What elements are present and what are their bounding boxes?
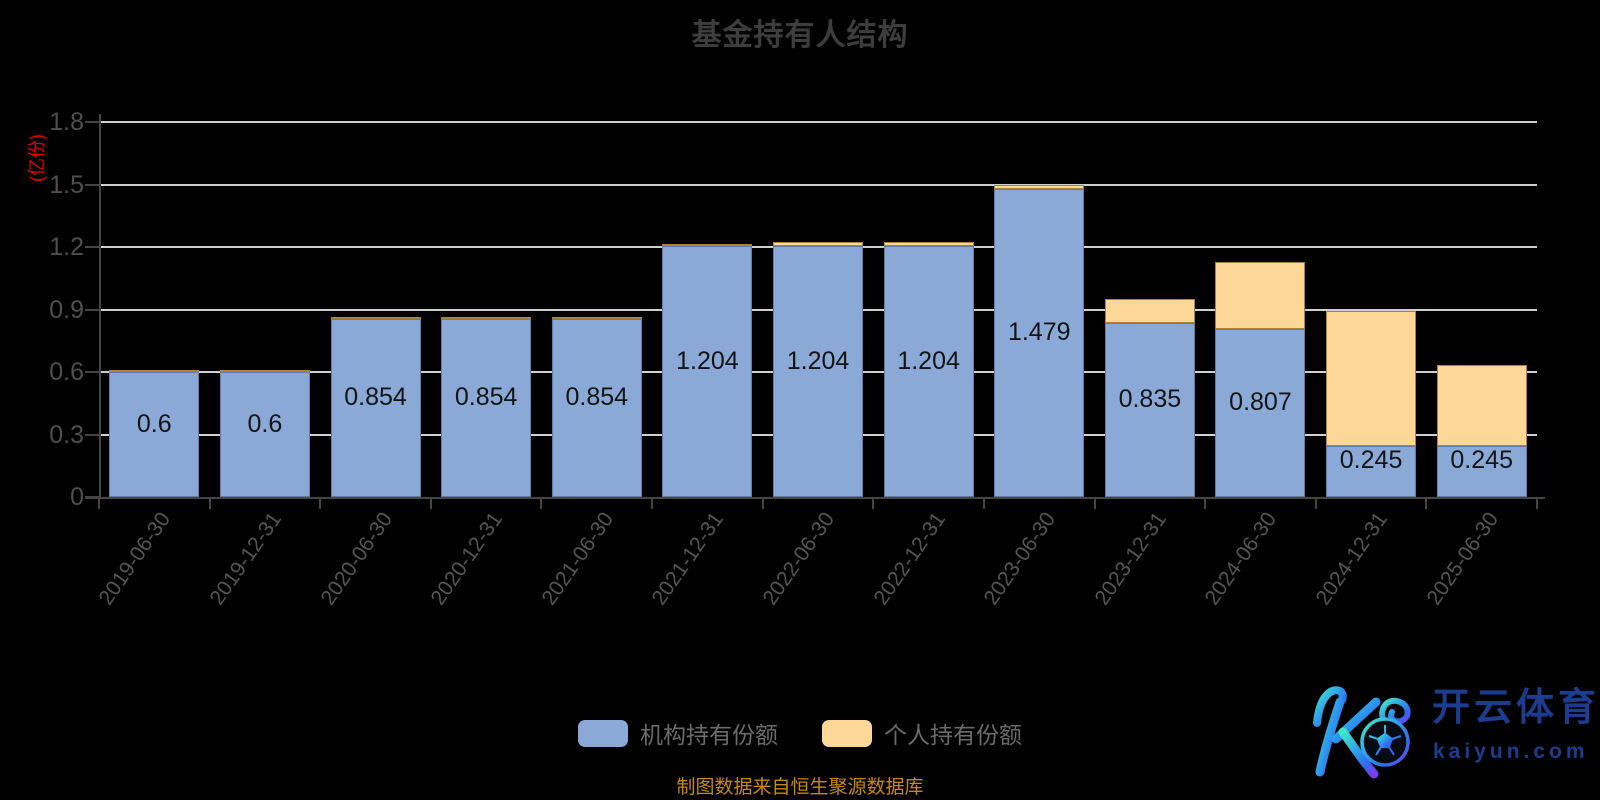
bar-value-label: 0.6 [136,409,172,438]
x-tick[interactable] [1425,497,1428,509]
bar-institutional-segment[interactable] [1326,445,1417,497]
bar-institutional-segment[interactable] [551,319,642,497]
watermark-cn-text: 开云体育 [1432,687,1598,729]
x-tick[interactable] [651,497,654,509]
bar-institutional-segment[interactable] [1215,328,1306,497]
bar-individual-segment[interactable] [330,317,421,320]
y-tick-label: 0 [70,483,84,511]
gridline [99,121,1537,123]
bar-individual-segment[interactable] [994,184,1085,189]
bar-individual-segment[interactable] [773,242,863,247]
bar-value-label: 1.204 [786,346,850,375]
y-tick [85,183,99,186]
x-tick[interactable] [208,497,211,509]
x-tick[interactable] [1093,497,1096,509]
bar-individual-segment[interactable] [1104,299,1195,324]
legend-swatch [822,719,872,747]
y-tick-label: 1.5 [49,170,84,199]
y-tick [85,371,99,373]
y-tick-label: 1.8 [49,108,84,136]
bar-institutional-segment[interactable] [330,319,421,497]
bar-individual-segment[interactable] [551,317,642,320]
kaiyun-logo-icon: 开云体育 kaiyun.com [1313,686,1598,779]
bar-individual-segment[interactable] [1326,310,1417,446]
bar-institutional-segment[interactable] [662,246,753,497]
bar-value-label: 0.854 [454,383,518,412]
bar-value-label: 1.204 [676,346,739,375]
y-tick-label: 0.9 [49,295,84,324]
legend-label: 个人持有份额 [884,722,1022,748]
x-tick[interactable] [872,497,875,509]
bar-value-label: 0.854 [565,383,629,412]
gridline [99,183,1537,186]
x-tick[interactable] [429,497,432,509]
y-tick-label: 0.3 [49,420,84,449]
y-tick [85,496,99,498]
x-tick[interactable] [1314,497,1317,509]
y-tick [85,433,99,436]
x-tick[interactable] [540,497,543,509]
chart-title: 基金持有人结构 [691,19,909,52]
watermark-en-text: kaiyun.com [1433,740,1589,763]
y-tick-label: 0.6 [49,358,84,386]
bar-value-label: 0.854 [344,383,407,412]
bar-institutional-segment[interactable] [1104,323,1195,497]
bar-institutional-segment[interactable] [883,246,974,497]
y-tick-label: 1.2 [49,233,84,261]
bar-institutional-segment[interactable] [773,246,863,497]
x-tick[interactable] [319,497,322,509]
bar-institutional-segment[interactable] [219,372,310,497]
bar-value-label: 0.245 [1450,446,1513,475]
bar-value-label: 0.807 [1229,387,1292,416]
legend-item-individual[interactable]: 个人持有份额 [822,716,1022,750]
x-tick[interactable] [1204,497,1207,509]
bar-individual-segment[interactable] [219,370,310,372]
legend-label: 机构持有份额 [640,722,778,748]
bar-individual-segment[interactable] [441,317,532,320]
kaiyun-watermark[interactable]: 开云体育 kaiyun.com [1296,668,1598,786]
x-tick[interactable] [761,497,764,509]
y-axis-line [99,114,101,499]
bar-value-label: 0.6 [247,409,283,438]
bar-individual-segment[interactable] [883,242,974,247]
x-tick[interactable] [1536,497,1538,509]
bar-individual-segment[interactable] [1215,262,1306,329]
bar-individual-segment[interactable] [662,244,753,247]
source-note: 制图数据来自恒生聚源数据库 [676,777,924,798]
x-tick[interactable] [98,497,100,509]
bar-institutional-segment[interactable] [994,188,1085,497]
bar-value-label: 1.479 [1007,317,1071,346]
x-axis-line [85,497,1545,499]
y-tick [85,121,99,123]
x-tick[interactable] [982,497,985,509]
legend-swatch [578,719,628,747]
bar-individual-segment[interactable] [1436,364,1527,446]
bar-institutional-segment[interactable] [441,319,532,497]
bar-institutional-segment[interactable] [1436,445,1527,497]
y-tick [85,308,99,311]
bar-institutional-segment[interactable] [109,372,200,497]
bar-value-label: 0.245 [1339,446,1403,475]
y-tick [85,246,99,248]
bar-value-label: 1.204 [897,346,960,375]
bar-value-label: 0.835 [1118,385,1182,414]
legend-item-institutional[interactable]: 机构持有份额 [578,716,778,750]
bar-individual-segment[interactable] [109,370,200,372]
legend: 机构持有份额 个人持有份额 [0,716,1600,750]
